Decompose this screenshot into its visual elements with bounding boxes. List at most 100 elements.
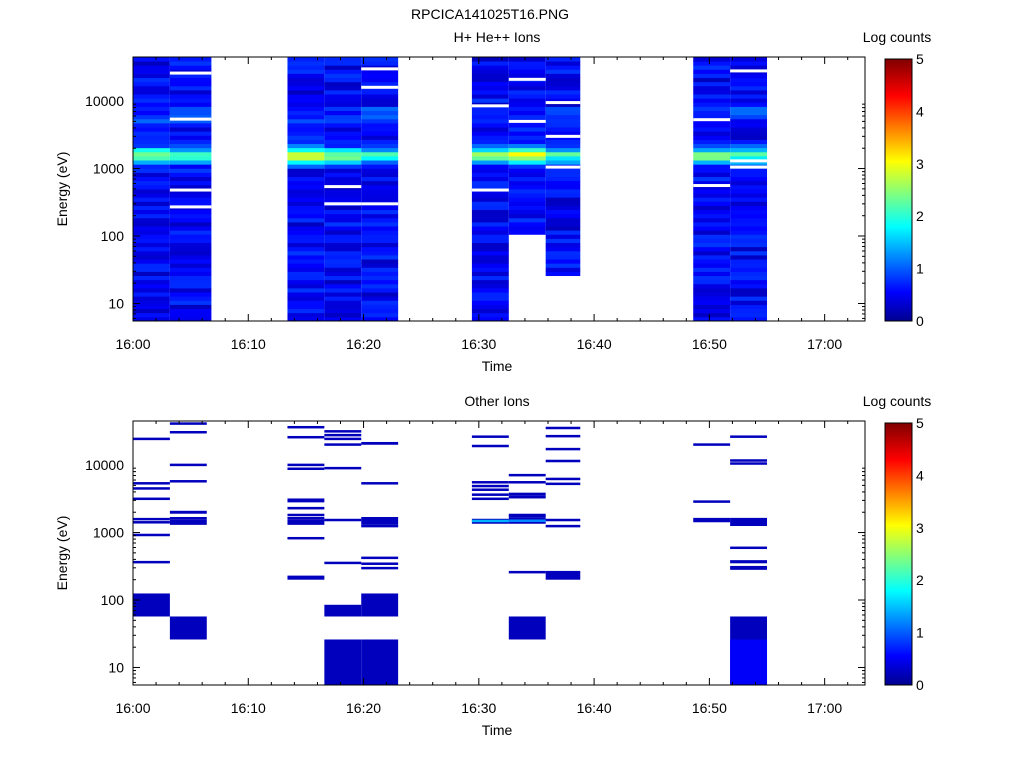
heatmap-cell [287,168,325,173]
heatmap-cell [471,118,509,124]
heatmap-cell [133,267,170,272]
heatmap-cell [169,201,212,206]
heatmap-cell [730,271,768,277]
heatmap-cell [545,271,581,277]
heatmap-cell [508,180,546,186]
heatmap-cell [730,304,768,310]
heatmap-cell [361,255,399,260]
heatmap-cell [361,316,399,322]
heatmap-cell [287,425,325,429]
heatmap-cell [169,73,212,79]
heatmap-cell [693,226,731,231]
heatmap-cell [471,519,509,523]
heatmap-cell [133,226,170,231]
heatmap-cell [545,139,581,145]
heatmap-cell [545,230,581,235]
heatmap-cell [508,85,546,91]
heatmap-cell [508,189,546,194]
heatmap-cell [471,172,509,178]
heatmap-cell [730,131,768,136]
heatmap-cell [730,517,768,527]
colorbar-label: Log counts [863,29,932,45]
heatmap-cell [324,172,362,178]
heatmap-cell [730,462,768,465]
heatmap-cell [508,57,546,62]
heatmap-cell [693,151,731,157]
heatmap-cell [324,114,362,120]
heatmap-cell [361,73,399,79]
heatmap-cell [693,304,731,310]
heatmap-cell [169,308,212,314]
heatmap-cell [324,110,362,116]
heatmap-cell [730,222,768,227]
heatmap-cell [361,164,399,169]
heatmap-cell [471,292,509,297]
heatmap-cell [287,77,325,83]
heatmap-cell [133,65,170,70]
heatmap-cell [133,127,170,132]
heatmap-cell [730,57,768,62]
heatmap-cell [471,234,509,239]
heatmap-cell [169,288,212,293]
heatmap-cell [508,193,546,198]
heatmap-cell [545,477,581,481]
heatmap-cell [730,259,768,264]
heatmap-cell [133,304,170,310]
heatmap-cell [169,519,207,525]
heatmap-cell [471,316,509,322]
heatmap-cell [361,189,399,194]
heatmap-cell [471,242,509,248]
heatmap-cell [730,193,768,198]
heatmap-cell [169,193,212,198]
heatmap-cell [471,226,509,231]
heatmap-cell [324,69,362,74]
heatmap-cell [730,226,768,231]
heatmap-cell [133,250,170,256]
x-tick-label: 16:50 [692,336,727,352]
y-axis-label: Energy (eV) [54,516,70,591]
heatmap-cell [730,151,768,157]
heatmap-cell [471,197,509,202]
colorbar-tick-label: 1 [916,625,924,641]
heatmap-cell [133,160,170,165]
x-tick-label: 16:30 [461,336,496,352]
heatmap-cell [287,123,325,128]
heatmap-cell [324,85,362,91]
colorbar-tick-label: 2 [916,572,924,588]
heatmap-cell [471,230,509,235]
heatmap-cell [287,176,325,182]
heatmap-cell [693,197,731,202]
heatmap-cell [730,316,768,322]
heatmap-cell [287,85,325,91]
heatmap-cell [471,209,509,215]
heatmap-cell [545,238,581,244]
heatmap-cell [730,156,768,161]
heatmap-cell [545,168,581,173]
heatmap-cell [361,222,399,227]
heatmap-cell [693,267,731,272]
heatmap-cell [508,520,546,524]
heatmap-cell [169,151,212,157]
heatmap-cell [730,118,768,124]
heatmap-cell [324,77,362,83]
heatmap-cell [545,114,581,120]
heatmap-cell [169,114,212,120]
heatmap-cell [169,98,212,103]
heatmap-cell [169,135,212,140]
heatmap-cell [471,435,509,438]
heatmap-cell [730,106,768,112]
heatmap-cell [133,300,170,305]
colorbar-tick-label: 5 [916,415,924,431]
heatmap-cell [471,143,509,149]
heatmap-cell [133,114,170,120]
heatmap-cell [361,217,399,223]
heatmap-cell [324,156,362,161]
heatmap-cell [471,135,509,140]
heatmap-cell [730,255,768,260]
heatmap-cell [471,77,509,83]
heatmap-cell [133,180,170,186]
heatmap-cell [471,139,509,145]
heatmap-cell [545,85,581,91]
heatmap-cell [324,234,362,239]
heatmap-cell [133,308,170,314]
